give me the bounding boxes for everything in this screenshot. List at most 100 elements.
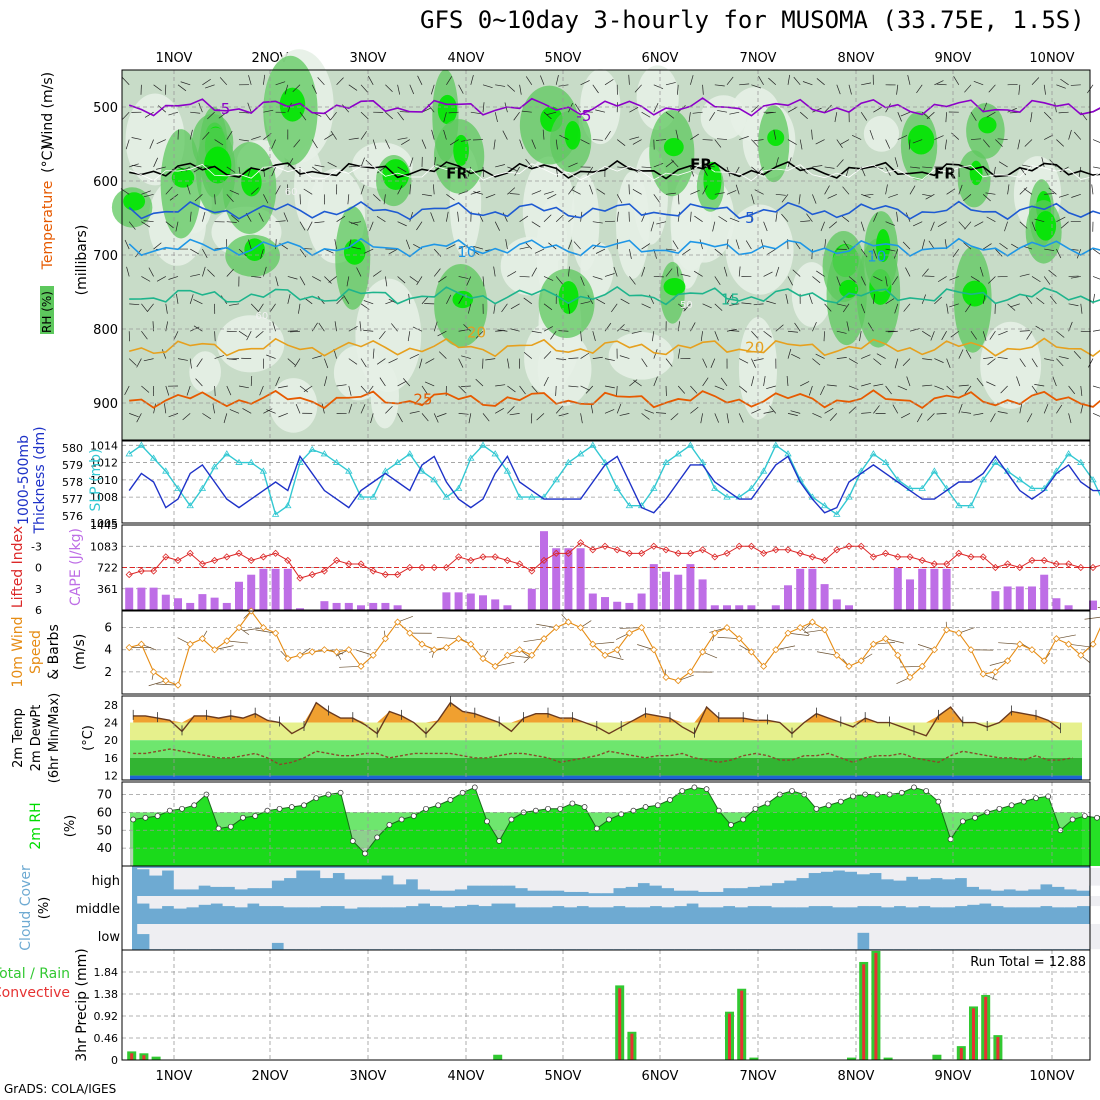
cloud-clear-cell-low (539, 924, 553, 950)
wind-barb (840, 215, 850, 222)
wind-barb (497, 329, 508, 332)
rh-marker (252, 813, 259, 819)
rh-tick-label: 50 (97, 823, 112, 837)
wind-barb (760, 239, 764, 250)
cloud-clear-cell-low (698, 924, 712, 950)
wind-barb (653, 162, 664, 168)
wind-barb (820, 221, 825, 232)
precip-convective-bar (618, 988, 622, 1060)
cloud-clear-cell-low (808, 924, 821, 950)
wind-barb (292, 84, 301, 92)
wind-barb (348, 221, 359, 226)
cloud-clear-cell-low (613, 924, 626, 950)
rh-marker (837, 798, 844, 805)
rh-marker (398, 816, 405, 823)
contour-label: 20 (745, 339, 764, 357)
cloud-clear-cell-middle (186, 896, 199, 908)
cloud-clear-cell-low (991, 924, 1004, 950)
wind-barb (421, 139, 427, 149)
wind-barb (1034, 384, 1045, 387)
wind-barb (909, 328, 920, 332)
wind-barb (1092, 276, 1100, 280)
wind-barb (226, 221, 237, 223)
wind-speed-marker (235, 624, 243, 632)
cloud-clear-cell-middle (966, 896, 980, 905)
rh-marker (447, 797, 454, 803)
cape-bar (210, 597, 219, 610)
cloud-clear-cell-low (966, 924, 980, 950)
wind-barb (346, 276, 350, 287)
wind-barb (912, 221, 923, 227)
temp-contour-minus5 (128, 97, 1100, 117)
wind-barb (592, 221, 603, 224)
date-label-bottom: 9NOV (935, 1069, 972, 1084)
cloud-clear-cell-high (1052, 868, 1065, 887)
wind-barb (543, 351, 552, 359)
wind-barb (446, 244, 456, 250)
wind-barb (997, 138, 1008, 140)
li-marker (699, 546, 707, 554)
wind-barb (190, 248, 200, 255)
slp-marker (930, 467, 939, 474)
slp-marker (430, 476, 438, 483)
wind-barb (702, 358, 708, 368)
li-marker (930, 560, 938, 568)
wind-barb (925, 194, 935, 200)
li-marker (1040, 556, 1048, 564)
wind-barb (523, 352, 533, 359)
wind-barb (973, 80, 984, 86)
li-marker (601, 542, 609, 550)
wind-barb (690, 133, 699, 140)
li-tick-label: -3 (31, 540, 42, 553)
wind-barb (1024, 139, 1033, 147)
wind-barb (641, 111, 651, 118)
wind-barb (156, 683, 179, 686)
wind-barb (312, 355, 322, 359)
wind-speed-marker (430, 646, 438, 654)
wind-barb (360, 385, 368, 394)
wind-barb (702, 185, 708, 195)
wind-barb (785, 294, 789, 304)
thickness-tick-label: 577 (62, 493, 83, 506)
wind-barb (202, 78, 211, 86)
wind-barb (385, 111, 394, 120)
wind-barb (263, 109, 274, 113)
wind-speed-marker (345, 646, 353, 654)
wind-barb (263, 266, 267, 277)
cloud-clear-cell-high (405, 868, 419, 880)
contour-label: 60 (285, 187, 298, 198)
contour-label: FR (690, 156, 712, 174)
wind-barb (189, 211, 192, 222)
cloud-clear-cell-high (698, 868, 712, 892)
cloud-clear-cell-high (344, 868, 358, 880)
wind-barb (739, 136, 749, 140)
minmax-label: (6hr Min/Max) (47, 693, 62, 783)
cloud-clear-cell-high (454, 868, 468, 890)
cloud-clear-cell-high (844, 868, 858, 872)
wind-barb (619, 355, 630, 359)
cloud-clear-cell-middle (210, 896, 224, 904)
li-marker (808, 553, 816, 561)
li-marker (247, 556, 255, 564)
slp-marker (198, 484, 207, 491)
wind-barb (842, 186, 850, 195)
slp-marker (650, 484, 658, 491)
wind-barb (136, 413, 142, 423)
cloud-clear-cell-middle (832, 896, 846, 908)
slp-marker (271, 510, 280, 517)
li-marker (906, 553, 914, 561)
wind-speed-marker (845, 662, 853, 670)
wind-barb (391, 323, 398, 332)
wind-barb (907, 74, 911, 85)
wind-barb (604, 220, 616, 223)
cloud-clear-cell-high (820, 868, 834, 872)
wind-barb (141, 276, 151, 282)
cloud-clear-cell-middle (478, 896, 492, 907)
wind-barb (433, 321, 438, 332)
cloud-clear-cell-high (1076, 868, 1090, 891)
cape-bar (552, 548, 561, 610)
rh-marker (728, 822, 734, 828)
wind-barb (700, 413, 703, 424)
wind-barb (653, 194, 660, 203)
wind-barb (729, 111, 740, 115)
